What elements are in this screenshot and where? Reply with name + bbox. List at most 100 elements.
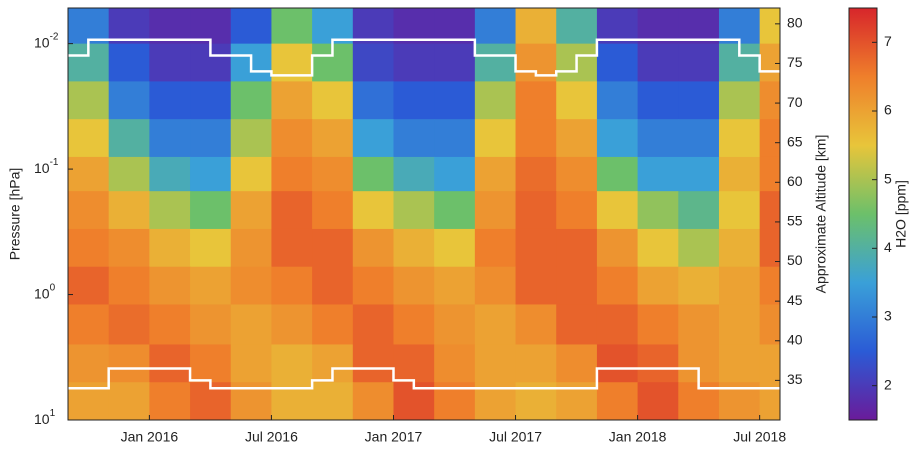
heatmap-cell xyxy=(474,228,517,268)
heatmap-cell xyxy=(637,266,679,305)
heatmap-cell xyxy=(149,43,191,82)
x-tick-label: Jul 2018 xyxy=(733,429,786,445)
heatmap-cell xyxy=(474,81,517,120)
heatmap-cell xyxy=(678,156,720,192)
heatmap-cell xyxy=(312,156,354,192)
heatmap-cell xyxy=(556,344,598,383)
heatmap-cell xyxy=(596,304,639,345)
heatmap-cell xyxy=(271,8,313,45)
heatmap-cell xyxy=(596,344,639,383)
y2-tick-label: 60 xyxy=(787,173,803,189)
heatmap-cell xyxy=(108,228,150,268)
heatmap-cell xyxy=(678,191,720,230)
heatmap-cell xyxy=(556,81,598,120)
heatmap-cell xyxy=(718,266,761,305)
heatmap-cell xyxy=(556,266,598,305)
heatmap-cell xyxy=(718,344,761,383)
heatmap-cell xyxy=(190,81,232,120)
heatmap-cell xyxy=(230,228,272,268)
heatmap-cell xyxy=(637,344,679,383)
heatmap-cell xyxy=(759,382,780,420)
heatmap-cell xyxy=(190,119,232,158)
heatmap-cell xyxy=(637,382,679,420)
heatmap-cell xyxy=(149,304,191,345)
heatmap-cell xyxy=(190,266,232,305)
x-tick-label: Jan 2018 xyxy=(609,429,667,445)
x-tick-label: Jul 2016 xyxy=(245,429,298,445)
heatmap-cell xyxy=(271,304,313,345)
heatmap-cell xyxy=(352,8,394,45)
heatmap-cell xyxy=(637,43,679,82)
heatmap-cell xyxy=(759,156,780,192)
x-tick-label: Jul 2017 xyxy=(489,429,542,445)
y-tick-exponent: -2 xyxy=(50,31,59,42)
y2-tick-label: 35 xyxy=(787,371,803,387)
heatmap-cell xyxy=(230,81,272,120)
heatmap-cell xyxy=(434,156,476,192)
heatmap-cell xyxy=(759,8,780,45)
heatmap-cell xyxy=(637,228,679,268)
y-tick-exponent: -1 xyxy=(50,157,59,168)
heatmap-cell xyxy=(312,119,354,158)
y-tick-exponent: 0 xyxy=(50,282,56,293)
heatmap-cell xyxy=(759,266,780,305)
y2-tick-label: 80 xyxy=(787,15,803,31)
heatmap-cell xyxy=(230,8,272,45)
heatmap-cell xyxy=(556,119,598,158)
heatmap-cell xyxy=(149,156,191,192)
heatmap-cell xyxy=(352,191,394,230)
heatmap-cell xyxy=(678,228,720,268)
heatmap-cell xyxy=(556,8,598,45)
y-tick-base: 10 xyxy=(34,411,50,427)
heatmap-cell xyxy=(352,382,394,420)
heatmap-cell xyxy=(637,119,679,158)
heatmap-cell xyxy=(596,382,639,420)
colorbar-tick-label: 4 xyxy=(884,239,892,255)
heatmap-cell xyxy=(515,156,557,192)
heatmap-cell xyxy=(230,191,272,230)
heatmap-cell xyxy=(68,81,110,120)
y-tick-exponent: 1 xyxy=(50,408,56,419)
heatmap-cell xyxy=(352,304,394,345)
heatmap-cell xyxy=(312,266,354,305)
heatmap-cell xyxy=(637,156,679,192)
heatmap-cell xyxy=(718,156,761,192)
heatmap-cell xyxy=(352,228,394,268)
y2-tick-label: 55 xyxy=(787,213,803,229)
heatmap-cell xyxy=(678,266,720,305)
heatmap-cell xyxy=(149,228,191,268)
heatmap-cell xyxy=(312,8,354,45)
heatmap-cell xyxy=(271,81,313,120)
y-axis-label: Pressure [hPa] xyxy=(7,168,23,261)
heatmap-cell xyxy=(108,156,150,192)
heatmap-cell xyxy=(596,266,639,305)
colorbar-tick-label: 6 xyxy=(884,102,892,118)
heatmap-cell xyxy=(271,156,313,192)
heatmap-cell xyxy=(596,43,639,82)
heatmap-cell xyxy=(434,266,476,305)
heatmap-cell xyxy=(434,8,476,45)
heatmap-cell xyxy=(393,156,435,192)
heatmap-cell xyxy=(515,344,557,383)
heatmap-cell xyxy=(759,344,780,383)
heatmap-cell xyxy=(515,191,557,230)
heatmap-cell xyxy=(759,304,780,345)
heatmap-cell xyxy=(596,81,639,120)
heatmap-cell xyxy=(434,304,476,345)
x-tick-label: Jan 2016 xyxy=(121,429,179,445)
heatmap-cell xyxy=(312,81,354,120)
heatmap-cell xyxy=(108,191,150,230)
heatmap-cell xyxy=(312,191,354,230)
heatmap-cell xyxy=(68,191,110,230)
heatmap-cell xyxy=(230,119,272,158)
colorbar-tick-label: 7 xyxy=(884,33,892,49)
y2-tick-label: 75 xyxy=(787,54,803,70)
heatmap-cell xyxy=(515,266,557,305)
y-tick-label: 10-2 xyxy=(34,31,59,50)
heatmap-cell xyxy=(312,382,354,420)
heatmap-cell xyxy=(393,266,435,305)
heatmap-cell xyxy=(556,228,598,268)
heatmap-cell xyxy=(474,191,517,230)
heatmap-cell xyxy=(393,8,435,45)
y2-tick-label: 50 xyxy=(787,252,803,268)
